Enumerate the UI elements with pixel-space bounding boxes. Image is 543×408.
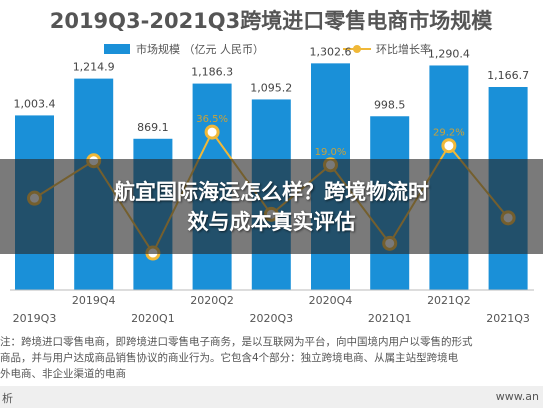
x-tick-label-2020Q2: 2020Q2: [190, 294, 234, 307]
bar-labels-layer: 1,003.4 1,214.9 869.1 1,186.3 1,095.2 1,302.6…: [14, 45, 530, 133]
bar-value-label-2021Q2: 1,290.4: [428, 47, 470, 60]
bar-value-label-2020Q3: 1,095.2: [250, 81, 292, 94]
x-tick-label-2021Q1: 2021Q1: [368, 312, 412, 325]
legend-label-market-size: 市场规模 （亿元 人民币）: [136, 42, 264, 56]
growth-point-2020Q2: [204, 124, 220, 140]
legend-label-growth: 环比增长率: [376, 42, 431, 56]
x-tick-label-2021Q3: 2021Q3: [486, 312, 530, 325]
bar-value-label-2019Q3: 1,003.4: [14, 97, 56, 110]
x-tick-label-2021Q2: 2021Q2: [427, 294, 471, 307]
footer-url[interactable]: www.an: [495, 390, 539, 403]
legend-swatch-market-size: [104, 44, 130, 54]
overlay-banner: 航宜国际海运怎么样？跨境物流时 效与成本真实评估: [0, 159, 543, 254]
growth-point-2021Q2: [441, 138, 457, 154]
bar-value-label-2019Q4: 1,214.9: [73, 61, 115, 74]
note-line-2: 商品，并与用户达成商品销售协议的商业行为。它包含4个部分：独立跨境电商、从属主站…: [0, 352, 459, 364]
note-line-1: 注：跨境进口零售电商，即跨境进口零售电子商务，是以互联网为平台，向中国境内用户以…: [0, 336, 473, 348]
overlay-title-line2: 效与成本真实评估: [187, 209, 356, 234]
bar-value-label-2020Q1: 869.1: [137, 121, 169, 134]
legend-marker-growth: [353, 45, 361, 53]
x-tick-label-2020Q3: 2020Q3: [249, 312, 293, 325]
growth-label-2020Q4: 19.0%: [315, 147, 347, 158]
chart-legend: 市场规模 （亿元 人民币） 环比增长率: [104, 42, 431, 56]
footer-source: 析: [2, 392, 13, 405]
overlay-title-line1: 航宜国际海运怎么样？跨境物流时: [114, 179, 429, 204]
x-tick-label-2020Q1: 2020Q1: [131, 312, 175, 325]
x-tick-label-2019Q4: 2019Q4: [72, 294, 116, 307]
note-line-3: 外电商、非企业渠道的电商: [0, 368, 126, 380]
bar-value-label-2021Q3: 1,166.7: [487, 69, 529, 82]
x-axis: 2019Q3 2019Q4 2020Q1 2020Q2 2020Q3 2020Q4 2021…: [10, 289, 534, 325]
bar-value-label-2021Q1: 998.5: [374, 98, 406, 111]
x-tick-label-2019Q3: 2019Q3: [13, 312, 57, 325]
bar-value-label-2020Q2: 1,186.3: [191, 66, 233, 79]
x-tick-label-2020Q4: 2020Q4: [309, 294, 353, 307]
growth-label-2021Q2: 29.2%: [433, 128, 465, 139]
footer-bar: 析 www.an: [0, 386, 543, 408]
chart-title: 2019Q3-2021Q3跨境进口零售电商市场规模: [50, 9, 494, 33]
bar-value-label-2020Q4: 1,302.6: [310, 45, 352, 58]
growth-label-2020Q2: 36.5%: [196, 114, 228, 125]
